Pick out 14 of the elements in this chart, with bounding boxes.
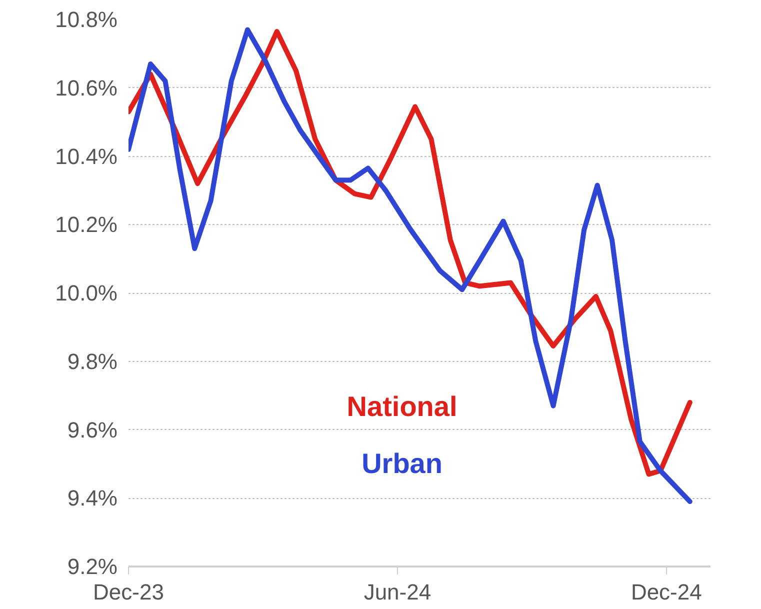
y-tick-label: 9.4% [67, 486, 118, 511]
x-tick-label: Dec-24 [630, 580, 702, 604]
y-tick-label: 10.8% [55, 7, 118, 32]
y-tick-label: 9.8% [67, 348, 118, 374]
y-tick-label: 10.6% [55, 75, 118, 100]
y-tick-label: 9.6% [67, 417, 118, 442]
text: Urban [362, 448, 442, 479]
x-tick-label: Jun-24 [364, 580, 432, 604]
y-tick-label: 9.2% [67, 554, 118, 579]
text: National [346, 391, 458, 422]
y-tick-label: 10.0% [55, 280, 118, 306]
y-tick-label: 10.2% [55, 212, 118, 238]
y-tick-label: 10.4% [55, 144, 118, 169]
x-tick-label: Dec-23 [93, 580, 164, 604]
